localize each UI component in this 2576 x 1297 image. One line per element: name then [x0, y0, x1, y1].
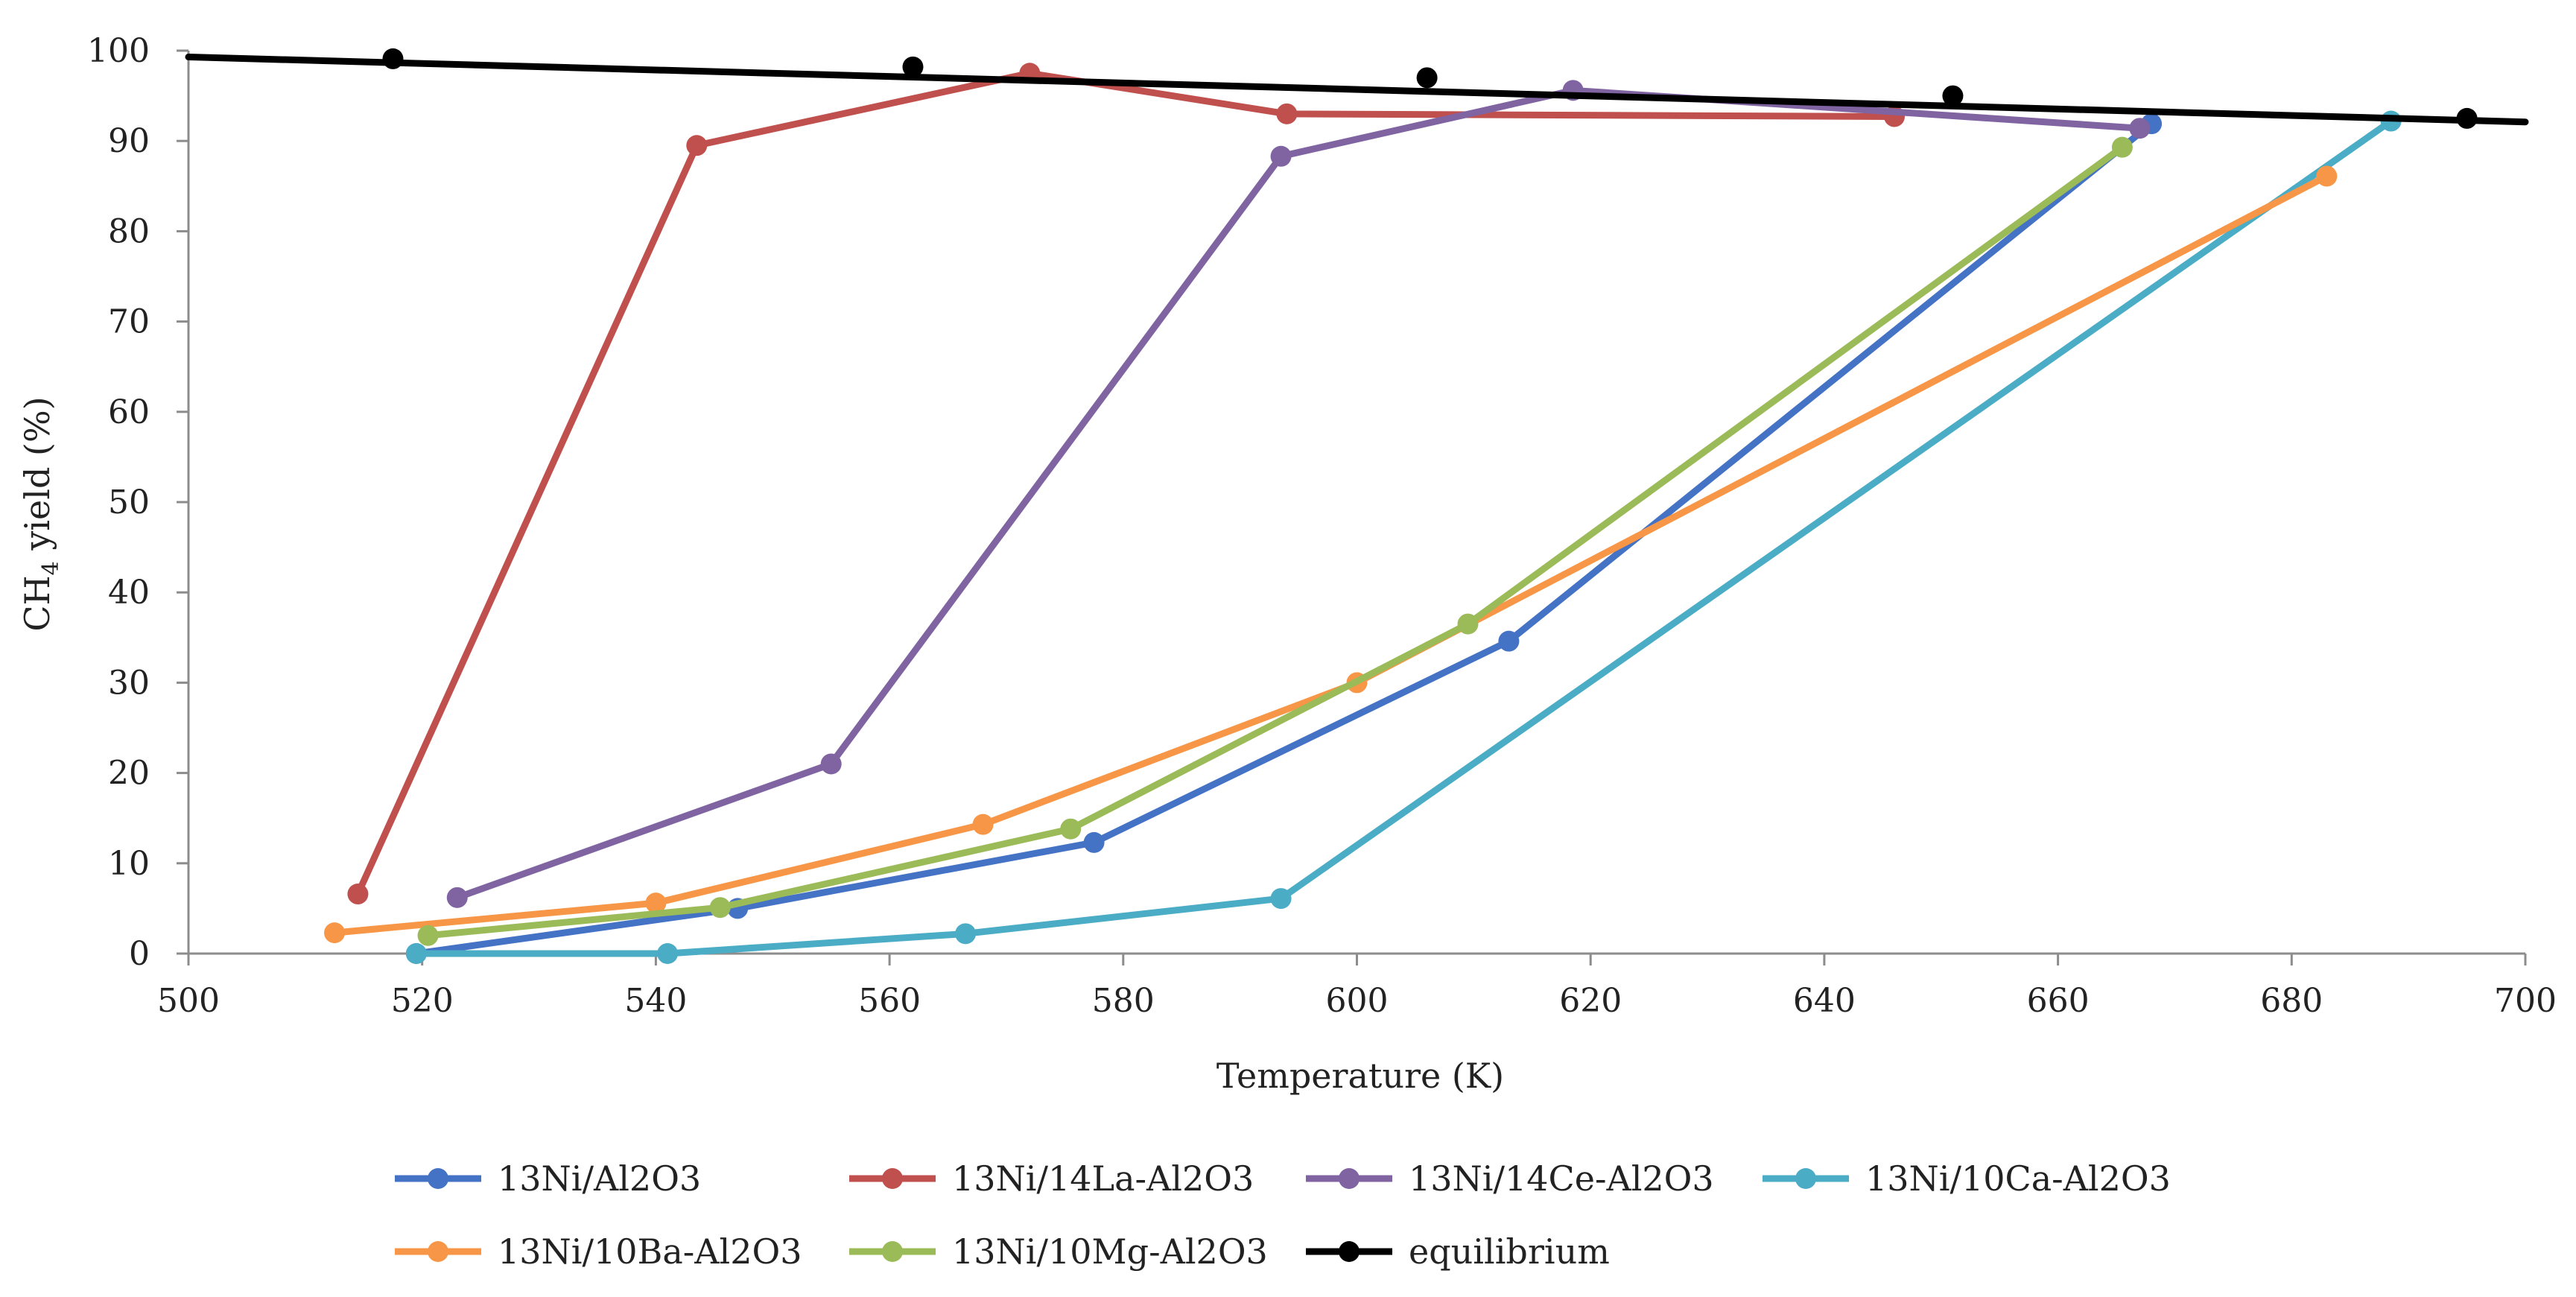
legend-label: 13Ni/14Ce-Al2O3 — [1409, 1158, 1714, 1199]
y-tick-label: 30 — [108, 664, 150, 702]
x-tick-label: 640 — [1793, 982, 1856, 1020]
y-tick-label: 80 — [108, 212, 150, 250]
data-point — [709, 897, 731, 919]
data-point — [2129, 118, 2151, 139]
series-13ni-10mg-al2o3 — [417, 136, 2133, 946]
x-tick-label: 540 — [624, 982, 687, 1020]
legend-swatch-marker — [1339, 1241, 1360, 1262]
data-point — [446, 887, 468, 908]
x-tick-label: 600 — [1326, 982, 1389, 1020]
legend-item: 13Ni/10Mg-Al2O3 — [849, 1231, 1268, 1272]
legend-label: 13Ni/10Mg-Al2O3 — [952, 1231, 1268, 1272]
data-point — [645, 892, 667, 914]
y-axis-title-pre: CH — [17, 575, 57, 631]
data-point — [382, 48, 404, 69]
data-point — [1498, 630, 1520, 652]
y-tick-label: 0 — [129, 935, 150, 973]
data-point — [955, 923, 977, 945]
y-tick-label: 50 — [108, 483, 150, 521]
legend-swatch-marker — [882, 1241, 903, 1262]
y-axis-title-sub: 4 — [38, 561, 64, 575]
legend-label: 13Ni/10Ca-Al2O3 — [1865, 1158, 2171, 1199]
data-point — [820, 753, 842, 775]
series-13ni-al2o3 — [405, 113, 2163, 964]
legend-swatch-marker — [428, 1241, 448, 1262]
data-point — [1416, 67, 1438, 89]
data-point — [972, 814, 994, 835]
data-point — [686, 135, 708, 156]
x-tick-label: 560 — [858, 982, 921, 1020]
y-tick-labels: 0 10 20 30 40 50 60 70 80 90 100 — [87, 32, 150, 973]
x-tick-labels: 500 520 540 560 580 600 620 640 660 680 700 — [157, 982, 2557, 1020]
legend: 13Ni/Al2O3 13Ni/14La-Al2O3 13Ni/14Ce-Al2O3… — [395, 1158, 2171, 1272]
legend-item: equilibrium — [1306, 1231, 1610, 1272]
x-tick-label: 700 — [2494, 982, 2557, 1020]
series-line — [413, 120, 2155, 957]
x-tick-label: 620 — [1559, 982, 1622, 1020]
data-point — [1276, 103, 1298, 124]
series-line — [454, 86, 2143, 901]
data-point — [1942, 85, 1964, 107]
y-tick-label: 40 — [108, 574, 150, 612]
y-axis-title: CH4 yield (%) — [17, 396, 64, 631]
legend-label: 13Ni/14La-Al2O3 — [952, 1158, 1254, 1199]
plot-area — [185, 48, 2529, 964]
series-equilibrium — [185, 48, 2529, 129]
y-tick-label: 70 — [108, 303, 150, 341]
x-tick-label: 660 — [2027, 982, 2090, 1020]
legend-item: 13Ni/10Ca-Al2O3 — [1763, 1158, 2171, 1199]
data-point — [2111, 136, 2133, 158]
series-line — [185, 53, 2529, 126]
series-13ni-14la-al2o3 — [347, 63, 1906, 905]
legend-item: 13Ni/14Ce-Al2O3 — [1306, 1158, 1714, 1199]
data-point — [657, 943, 679, 964]
series-13ni-14ce-al2o3 — [446, 80, 2151, 908]
series-line — [413, 118, 2395, 957]
x-tick-label: 500 — [157, 982, 220, 1020]
legend-item: 13Ni/10Ba-Al2O3 — [395, 1231, 802, 1272]
data-point — [1270, 888, 1292, 910]
data-point — [417, 925, 439, 946]
legend-item: 13Ni/14La-Al2O3 — [849, 1158, 1254, 1199]
x-tick-label: 520 — [391, 982, 454, 1020]
legend-swatch-marker — [882, 1168, 903, 1189]
y-tick-label: 10 — [108, 845, 150, 883]
data-point — [1270, 145, 1292, 167]
y-axis-title-post: yield (%) — [17, 396, 57, 561]
data-point — [902, 56, 924, 77]
data-point — [1083, 831, 1105, 853]
series-13ni-10ca-al2o3 — [405, 110, 2402, 964]
data-point — [347, 884, 369, 905]
series-13ni-10ba-al2o3 — [324, 165, 2338, 944]
y-tick-label: 20 — [108, 755, 150, 793]
data-point — [1457, 613, 1479, 635]
axes — [177, 49, 2527, 965]
legend-label: 13Ni/Al2O3 — [498, 1158, 701, 1199]
data-point — [324, 922, 346, 944]
data-point — [1060, 818, 1082, 840]
legend-item: 13Ni/Al2O3 — [395, 1158, 701, 1199]
legend-swatch-marker — [428, 1168, 448, 1189]
y-tick-label: 100 — [87, 32, 150, 70]
legend-swatch-marker — [1795, 1168, 1816, 1189]
legend-swatch-marker — [1339, 1168, 1360, 1189]
y-tick-label: 90 — [108, 122, 150, 160]
y-tick-label: 60 — [108, 393, 150, 431]
data-point — [2316, 165, 2338, 187]
data-point — [2456, 107, 2478, 129]
x-tick-label: 680 — [2260, 982, 2323, 1020]
x-axis-title: Temperature (K) — [1216, 1056, 1504, 1096]
legend-label: equilibrium — [1409, 1231, 1610, 1272]
x-tick-label: 580 — [1092, 982, 1155, 1020]
legend-label: 13Ni/10Ba-Al2O3 — [498, 1231, 802, 1272]
data-point — [405, 943, 427, 964]
y-axis-title-group: CH4 yield (%) — [17, 396, 64, 631]
